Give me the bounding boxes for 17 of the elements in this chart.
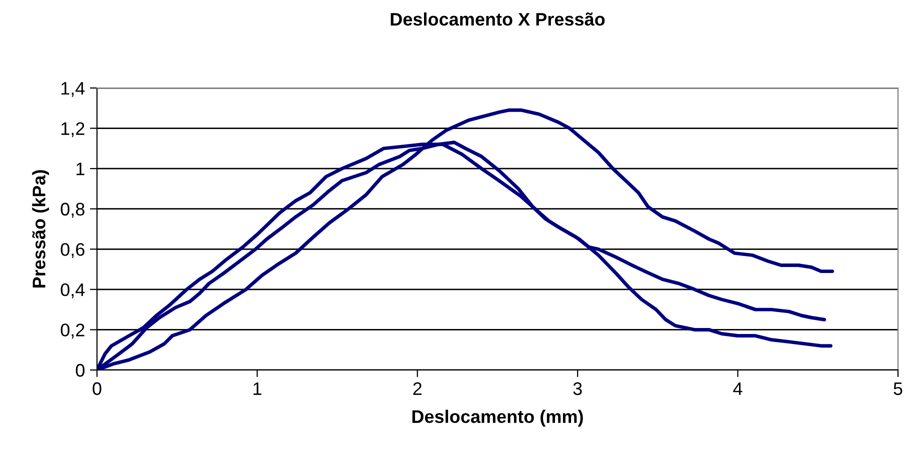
y-axis-title: Pressão (kPa) bbox=[32, 170, 49, 288]
x-axis-title: Deslocamento (mm) bbox=[412, 410, 583, 427]
x-tick-label: 5 bbox=[894, 382, 902, 396]
x-tick-label: 2 bbox=[413, 382, 422, 395]
x-tick-label: 1 bbox=[254, 382, 262, 395]
y-tick-label: 0,4 bbox=[60, 283, 85, 298]
y-tick-label: 1 bbox=[76, 162, 84, 176]
x-tick-label: 3 bbox=[573, 382, 582, 396]
y-tick-label: 1,2 bbox=[61, 122, 84, 138]
y-tick-label: 0,2 bbox=[60, 324, 84, 339]
chart-title: Deslocamento X Pressão bbox=[390, 12, 605, 26]
x-tick-label: 4 bbox=[733, 382, 742, 395]
y-tick-label: 0,8 bbox=[60, 202, 84, 218]
y-tick-label: 1,4 bbox=[61, 82, 85, 97]
y-tick-label: 0 bbox=[76, 364, 84, 377]
y-tick-label: 0,6 bbox=[60, 243, 84, 258]
x-tick-label: 0 bbox=[92, 382, 102, 396]
